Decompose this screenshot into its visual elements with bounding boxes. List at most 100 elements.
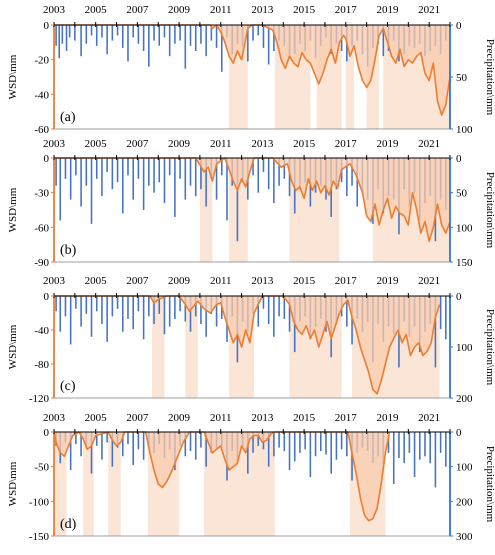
x-tick-label: 2015: [293, 4, 316, 16]
precip-bar: [262, 296, 265, 309]
x-tick-label: 2007: [126, 275, 149, 287]
precip-bar: [215, 158, 218, 200]
x-tick-label: 2021: [418, 412, 440, 424]
precip-bar: [59, 296, 62, 332]
precip-bar: [132, 158, 134, 200]
x-tick-label: 2005: [85, 275, 108, 287]
left-tick-label: -30: [34, 188, 49, 200]
precip-bar: [75, 432, 77, 445]
y-axis-title-left: WSD\mm: [7, 324, 19, 369]
precip-bar: [392, 432, 395, 484]
precip-bar: [121, 296, 124, 332]
left-tick-label: 0: [44, 427, 50, 439]
precip-bar: [116, 158, 119, 183]
precip-bar: [111, 158, 114, 190]
x-tick-label: 2013: [251, 138, 274, 150]
precip-bar: [424, 432, 426, 457]
x-tick-label: 2015: [293, 275, 316, 287]
precip-bar: [413, 432, 416, 478]
precip-bar: [137, 432, 140, 450]
precip-bar: [127, 432, 129, 445]
precip-bar: [95, 25, 98, 46]
precip-bar: [153, 158, 155, 193]
precip-bar: [283, 158, 286, 179]
precip-bar: [148, 158, 150, 186]
panel-c: 2003 2005 2007 2009 2011 2013 2015 2017 2019 2021…: [7, 275, 495, 405]
precip-bar: [273, 296, 275, 337]
precip-bar: [398, 432, 400, 458]
precip-bar: [111, 296, 114, 317]
precip-bar: [288, 432, 291, 471]
precip-bar: [429, 432, 431, 464]
precip-bar: [168, 158, 171, 176]
precip-bar: [127, 25, 129, 62]
precip-bar: [106, 158, 108, 172]
precip-bar: [267, 296, 270, 325]
precip-bar: [163, 25, 166, 38]
right-tick-label: 150: [456, 257, 473, 269]
precip-bar: [215, 25, 218, 48]
y-axis-title-left: WSD\mm: [7, 54, 19, 99]
precip-bar: [200, 296, 202, 325]
x-tick-label: 2011: [210, 412, 232, 424]
precip-bar: [346, 158, 348, 197]
precip-bar: [304, 432, 306, 450]
precip-bar: [278, 432, 280, 448]
precip-bar: [252, 25, 254, 41]
panel-a: 2003 2005 2007 2009 2011 2013 2015 2017 2019 2021…: [7, 4, 495, 136]
precip-bar: [85, 158, 88, 186]
precip-bar: [278, 296, 280, 317]
precip-bar: [142, 158, 145, 210]
precip-bar: [387, 432, 390, 453]
precip-bar: [267, 432, 270, 467]
precip-bar: [309, 432, 312, 478]
x-tick-label: 2009: [168, 4, 191, 16]
precip-bar: [434, 296, 437, 368]
x-tick-label: 2005: [85, 4, 108, 16]
precip-bar: [247, 25, 249, 62]
precip-bar: [174, 158, 176, 217]
x-tick-label: 2003: [43, 4, 66, 16]
precip-bar: [189, 296, 192, 332]
precip-bar: [111, 432, 114, 467]
precip-bar: [90, 296, 93, 337]
precip-bar: [80, 158, 82, 207]
x-tick-label: 2019: [376, 412, 399, 424]
panel-label: (b): [60, 243, 77, 258]
precip-bar: [179, 158, 181, 179]
wsd-line: [54, 157, 451, 242]
x-tick-label: 2005: [85, 412, 108, 424]
x-tick-label: 2011: [210, 275, 232, 287]
x-tick-label: 2009: [168, 275, 191, 287]
x-tick-label: 2013: [251, 412, 274, 424]
precip-bar: [215, 296, 218, 327]
precip-bar: [137, 158, 140, 179]
x-tick-label: 2017: [335, 412, 358, 424]
precip-bar: [267, 158, 270, 190]
left-tick-label: -60: [34, 222, 49, 234]
precip-bar: [356, 158, 359, 207]
precip-bar: [252, 432, 254, 453]
x-tick-label: 2017: [335, 275, 358, 287]
precip-bar: [220, 25, 223, 72]
x-tick-label: 2007: [126, 412, 149, 424]
precip-bar: [95, 432, 98, 446]
precip-bar: [200, 158, 202, 190]
left-tick-label: -40: [34, 325, 49, 337]
precip-bar: [121, 25, 124, 48]
x-tick-label: 2007: [126, 138, 149, 150]
precip-bar: [273, 158, 275, 204]
x-tick-label: 2019: [376, 4, 399, 16]
wsd-area: [54, 158, 450, 242]
precip-bar: [68, 25, 71, 38]
precip-bar: [106, 296, 108, 342]
precip-bar: [80, 25, 82, 57]
precip-bar: [189, 25, 192, 46]
precip-bar: [148, 25, 150, 67]
drought-shade: [199, 158, 213, 262]
panel-d: 2003 2005 2007 2009 2011 2013 2015 2017 2019 2021…: [7, 412, 495, 543]
right-tick-label: 0: [456, 153, 462, 165]
left-tick-label: -60: [34, 124, 49, 136]
